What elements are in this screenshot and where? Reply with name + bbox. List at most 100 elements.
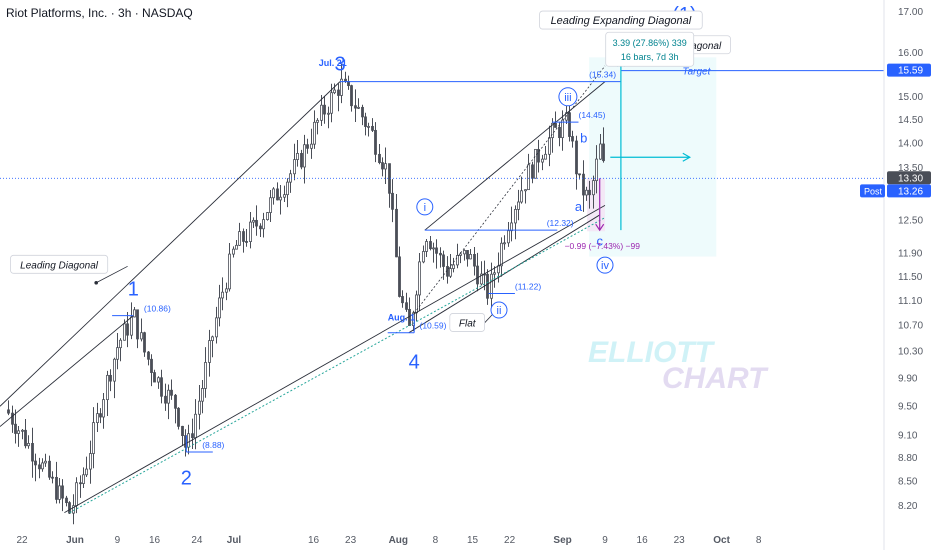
target-price-badge (887, 63, 931, 77)
wave-label-iii-circle (558, 87, 578, 107)
candle-body (204, 362, 207, 389)
callout-box (539, 10, 703, 30)
candle-body (89, 453, 92, 470)
diagonal-1-line (0, 315, 134, 427)
price-level-label: (10.86) (144, 304, 171, 314)
time-tick-label: 23 (674, 535, 686, 546)
watermark-chart: CHART (662, 362, 769, 395)
candle-body (150, 358, 153, 373)
candle-body (480, 273, 483, 285)
candle-body (364, 116, 367, 127)
candle-body (232, 248, 235, 255)
candle-body (136, 309, 139, 340)
candle-body (537, 148, 540, 163)
candle-body (75, 482, 78, 507)
candle-body (24, 429, 27, 447)
candle-body (313, 121, 316, 145)
candle-body (79, 482, 82, 485)
time-tick-label: 9 (602, 535, 608, 546)
candle-body (272, 188, 275, 199)
candle-body (269, 197, 272, 213)
candle-body (164, 395, 167, 404)
time-tick-label: Jun (66, 535, 84, 546)
time-tick-label: 22 (16, 535, 28, 546)
candle-body (490, 273, 493, 299)
candle-body (425, 241, 428, 252)
target-label: Target (682, 67, 711, 78)
candle-body (198, 400, 201, 415)
leading-diagonal-pointer-dot (94, 280, 98, 285)
candle-body (510, 222, 513, 232)
candle-body (296, 153, 299, 161)
candle-body (310, 143, 313, 149)
diagonal-lower-line (64, 204, 606, 514)
candle-body (41, 462, 44, 470)
candle-body (582, 173, 585, 196)
price-tick-label: 15.00 (898, 92, 923, 103)
time-tick-label: 24 (191, 535, 203, 546)
candle-body (181, 425, 184, 436)
candle-body (442, 254, 445, 267)
price-tick-label: 8.80 (898, 453, 918, 464)
price-tick-label: 12.50 (898, 215, 923, 226)
candle-body (517, 201, 520, 210)
candle-body (558, 127, 561, 139)
time-tick-label: 23 (345, 535, 357, 546)
wave-label-c: c (596, 233, 603, 248)
candle-body (320, 104, 323, 121)
candle-body (357, 106, 360, 109)
candle-body (473, 254, 476, 267)
candle-body (344, 78, 347, 82)
candle-body (17, 430, 20, 434)
candle-body (153, 372, 156, 383)
candle-body (123, 323, 126, 341)
measure-line2: 16 bars, 7d 3h (621, 52, 679, 62)
candle-body (520, 190, 523, 203)
candle-body (456, 255, 459, 266)
candle-body (541, 158, 544, 163)
candle-body (395, 208, 398, 258)
price-level-label: (11.22) (515, 282, 541, 292)
candle-body (147, 351, 150, 360)
candle-body (323, 104, 326, 115)
candle-body (391, 192, 394, 210)
candle-body (235, 244, 238, 250)
candle-body (412, 312, 415, 327)
price-tick-label: 9.50 (898, 401, 918, 412)
price-tick-label: 16.00 (898, 48, 923, 59)
post-tag (860, 184, 885, 198)
candle-body (524, 189, 527, 192)
price-level-label: Jul. 21 (319, 58, 347, 68)
time-tick-label: 15 (467, 535, 479, 546)
candle-body (31, 443, 34, 462)
candle-body (140, 332, 143, 340)
price-level-label: (8.88) (202, 440, 224, 450)
candle-body (300, 153, 303, 168)
candle-body (599, 143, 602, 160)
wave-label-3: 3 (334, 54, 345, 76)
candle-body (126, 323, 129, 336)
wave-label-iv: iv (601, 260, 609, 272)
candle-body (51, 476, 54, 479)
chart-title: Riot Platforms, Inc. · 3h · NASDAQ (6, 6, 193, 20)
candle-body (109, 374, 112, 382)
measure-line1: 3.39 (27.86%) 339 (613, 38, 687, 48)
candle-body (578, 173, 581, 176)
candle-body (238, 231, 241, 246)
candle-body (221, 291, 224, 299)
base-dotted-line (69, 217, 606, 514)
candle-body (106, 374, 109, 401)
candle-body (435, 247, 438, 254)
candle-body (476, 265, 479, 285)
post-price-badge (887, 184, 931, 198)
candle-body (167, 389, 170, 404)
candle-body (208, 340, 211, 363)
candle-body (337, 89, 340, 96)
time-tick-label: 16 (308, 535, 320, 546)
price-level-label: Aug. 1 (388, 312, 416, 322)
candle-body (266, 212, 269, 221)
candle-body (452, 264, 455, 269)
candle-body (367, 125, 370, 128)
candle-body (21, 429, 24, 432)
